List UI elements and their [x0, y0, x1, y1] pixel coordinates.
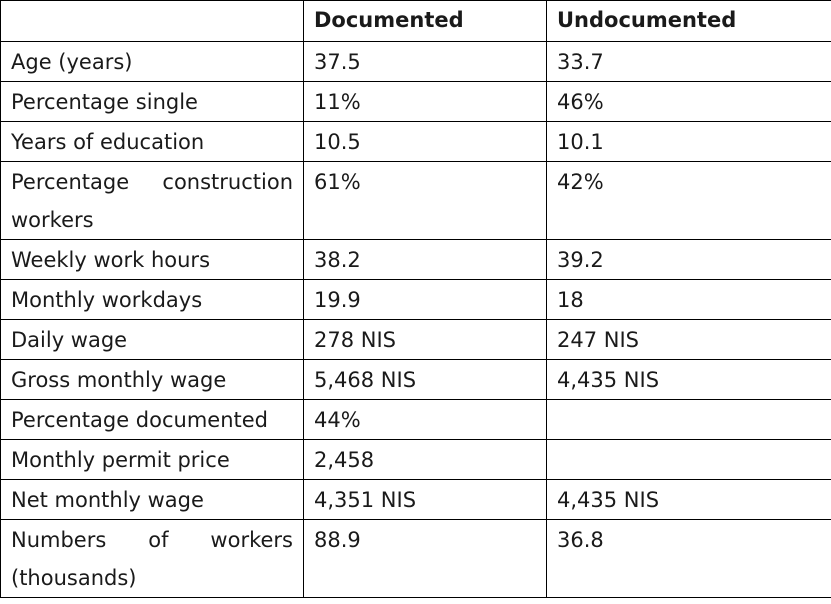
header-cell-empty: [0, 0, 304, 42]
table-row: Monthly permit price 2,458: [0, 439, 831, 480]
table-row: Percentage documented 44%: [0, 399, 831, 440]
documented-value: 4,351 NIS: [303, 479, 547, 520]
undocumented-value: 18: [546, 279, 831, 320]
table-row: Net monthly wage 4,351 NIS 4,435 NIS: [0, 479, 831, 520]
undocumented-value: 4,435 NIS: [546, 479, 831, 520]
table-row: Percentage single 11% 46%: [0, 81, 831, 122]
row-label: Percentage construction workers: [0, 161, 304, 240]
undocumented-value: [546, 439, 831, 480]
documented-value: 44%: [303, 399, 547, 440]
table-row: Weekly work hours 38.2 39.2: [0, 239, 831, 280]
undocumented-value: 10.1: [546, 121, 831, 162]
header-undocumented: Undocumented: [546, 0, 831, 42]
documented-value: 61%: [303, 161, 547, 240]
row-label: Monthly permit price: [0, 439, 304, 480]
row-label-line-1: Numbers of workers: [11, 528, 293, 552]
row-label: Net monthly wage: [0, 479, 304, 520]
header-row: Documented Undocumented: [0, 0, 831, 42]
row-label: Numbers of workers (thousands): [0, 519, 304, 598]
row-label: Daily wage: [0, 319, 304, 360]
documented-value: 11%: [303, 81, 547, 122]
row-label: Percentage documented: [0, 399, 304, 440]
undocumented-value: [546, 399, 831, 440]
row-label-line-1: Percentage construction: [11, 170, 293, 194]
undocumented-value: 36.8: [546, 519, 831, 598]
undocumented-value: 247 NIS: [546, 319, 831, 360]
documented-value: 2,458: [303, 439, 547, 480]
row-label: Gross monthly wage: [0, 359, 304, 400]
undocumented-value: 4,435 NIS: [546, 359, 831, 400]
row-label-line-2: (thousands): [11, 566, 137, 590]
documented-value: 88.9: [303, 519, 547, 598]
table-row: Daily wage 278 NIS 247 NIS: [0, 319, 831, 360]
undocumented-value: 39.2: [546, 239, 831, 280]
row-label: Percentage single: [0, 81, 304, 122]
row-label: Weekly work hours: [0, 239, 304, 280]
table-row: Percentage construction workers 61% 42%: [0, 161, 831, 240]
row-label: Age (years): [0, 41, 304, 82]
documented-value: 5,468 NIS: [303, 359, 547, 400]
table-row: Age (years) 37.5 33.7: [0, 41, 831, 82]
row-label: Years of education: [0, 121, 304, 162]
header-documented: Documented: [303, 0, 547, 42]
undocumented-value: 33.7: [546, 41, 831, 82]
table-row: Gross monthly wage 5,468 NIS 4,435 NIS: [0, 359, 831, 400]
table-row: Numbers of workers (thousands) 88.9 36.8: [0, 519, 831, 598]
documented-value: 278 NIS: [303, 319, 547, 360]
documented-value: 19.9: [303, 279, 547, 320]
documented-value: 38.2: [303, 239, 547, 280]
table-row: Years of education 10.5 10.1: [0, 121, 831, 162]
undocumented-value: 46%: [546, 81, 831, 122]
row-label-line-2: workers: [11, 208, 94, 232]
documented-value: 10.5: [303, 121, 547, 162]
row-label: Monthly workdays: [0, 279, 304, 320]
documented-value: 37.5: [303, 41, 547, 82]
table-row: Monthly workdays 19.9 18: [0, 279, 831, 320]
undocumented-value: 42%: [546, 161, 831, 240]
